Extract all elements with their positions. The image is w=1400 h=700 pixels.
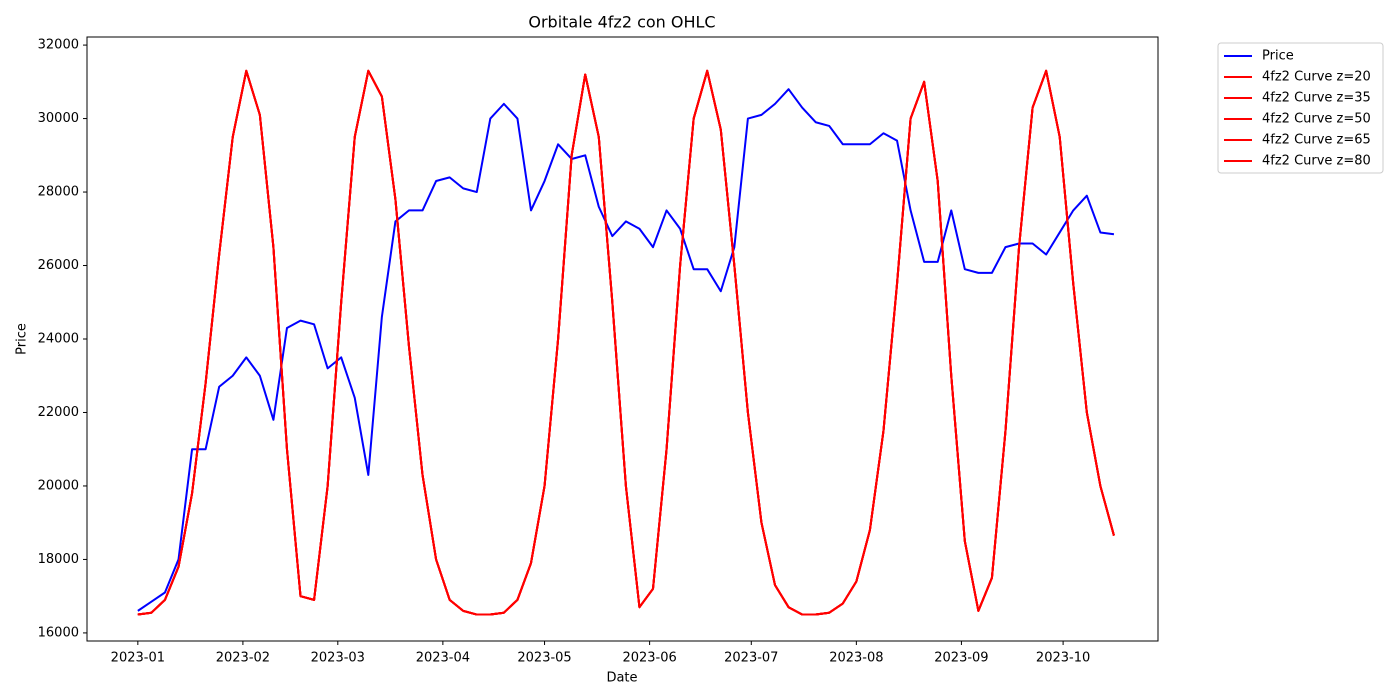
y-tick-label: 20000 [38,478,79,493]
x-tick-label: 2023-07 [724,651,778,666]
legend-label: 4fz2 Curve z=80 [1262,154,1371,169]
x-tick-label: 2023-03 [311,651,365,666]
y-tick-label: 26000 [38,258,79,273]
legend-label: 4fz2 Curve z=20 [1262,70,1371,85]
legend-label: 4fz2 Curve z=50 [1262,112,1371,127]
legend-label: 4fz2 Curve z=65 [1262,133,1371,148]
x-tick-label: 2023-04 [416,651,470,666]
plot-area [87,37,1158,641]
legend-box [1217,42,1384,174]
y-tick-label: 16000 [38,625,79,640]
plot-frame [86,36,1159,642]
y-tick-label: 32000 [38,38,79,53]
x-tick-label: 2023-01 [111,651,165,666]
y-tick-label: 24000 [38,332,79,347]
chart-title: Orbitale 4fz2 con OHLC [528,13,715,32]
y-tick-label: 18000 [38,552,79,567]
x-tick-label: 2023-06 [622,651,676,666]
x-tick-label: 2023-10 [1036,651,1090,666]
x-tick-label: 2023-05 [517,651,571,666]
series-line [137,88,1115,612]
x-axis-label: Date [606,671,637,686]
y-tick-label: 30000 [38,111,79,126]
y-tick-label: 22000 [38,405,79,420]
x-tick-label: 2023-08 [829,651,883,666]
legend-label: Price [1262,49,1294,64]
legend-label: 4fz2 Curve z=35 [1262,91,1371,106]
x-tick-label: 2023-02 [216,651,270,666]
series-line [137,69,1115,616]
x-tick-label: 2023-09 [934,651,988,666]
y-axis-label: Price [15,323,30,355]
y-tick-label: 28000 [38,185,79,200]
